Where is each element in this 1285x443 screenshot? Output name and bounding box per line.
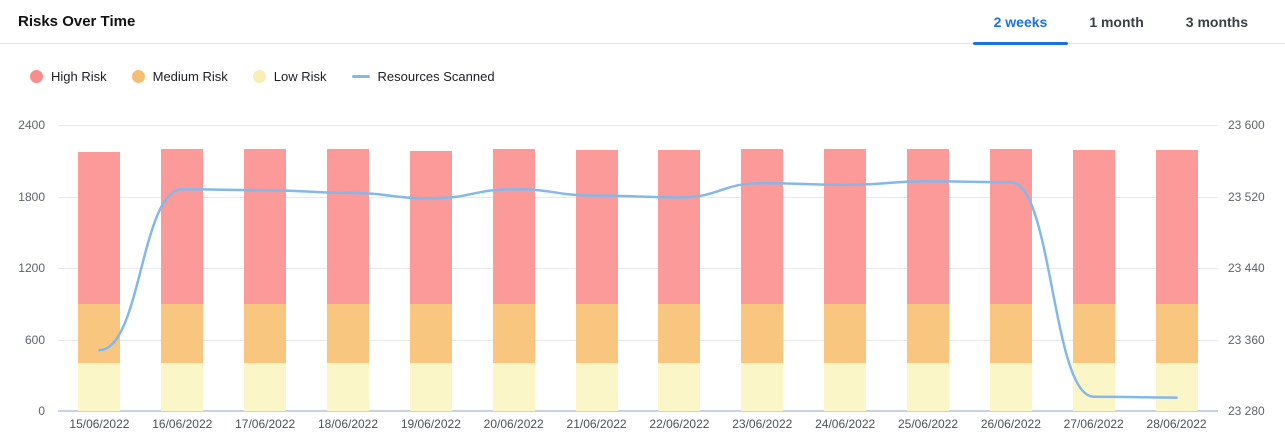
x-axis-label: 21/06/2022 [566, 417, 627, 431]
axis-baseline [58, 410, 1218, 412]
x-axis-label: 26/06/2022 [980, 417, 1041, 431]
legend-label: Medium Risk [152, 68, 228, 84]
bar-segment-high-risk[interactable] [907, 148, 949, 304]
chart-legend: High Risk Medium Risk Low Risk Resources… [30, 68, 495, 84]
x-axis-label: 27/06/2022 [1063, 417, 1124, 431]
bar-segment-low-risk[interactable] [1072, 363, 1115, 411]
bar-segment-low-risk[interactable] [409, 363, 452, 411]
right-axis-tick-label: 23 360 [1228, 332, 1265, 347]
bar-segment-low-risk[interactable] [907, 363, 949, 411]
bar-segment-low-risk[interactable] [575, 363, 618, 411]
bar-segment-medium-risk[interactable] [78, 303, 121, 364]
time-range-tabs: 2 weeks 1 month 3 months [972, 0, 1269, 45]
bar-segment-low-risk[interactable] [1155, 363, 1198, 411]
x-axis-label: 25/06/2022 [897, 417, 959, 431]
x-axis-label: 24/06/2022 [815, 417, 876, 431]
resources-scanned-line-icon [351, 74, 370, 78]
bar-segment-low-risk[interactable] [78, 363, 121, 411]
bar-segment-low-risk[interactable] [327, 363, 369, 411]
bar-segment-high-risk[interactable] [409, 150, 452, 304]
bar-segment-medium-risk[interactable] [989, 303, 1032, 364]
x-axis-label: 22/06/2022 [649, 417, 710, 431]
right-axis-tick-label: 23 520 [1228, 189, 1265, 204]
high-risk-dot-icon [30, 69, 43, 83]
low-risk-dot-icon [252, 69, 266, 83]
bar-segment-medium-risk[interactable] [161, 303, 204, 364]
bar-segment-high-risk[interactable] [244, 149, 287, 304]
x-axis-label: 28/06/2022 [1146, 417, 1207, 431]
x-axis-label: 18/06/2022 [317, 417, 379, 431]
left-axis-tick-label: 0 [38, 404, 45, 418]
bar-segment-high-risk[interactable] [1155, 150, 1198, 304]
left-axis-tick-label: 2400 [18, 118, 45, 132]
bar-segment-low-risk[interactable] [244, 363, 287, 411]
bar-segment-low-risk[interactable] [492, 363, 535, 411]
bar-segment-high-risk[interactable] [658, 150, 701, 304]
bar-segment-high-risk[interactable] [1072, 150, 1115, 304]
bar-segment-high-risk[interactable] [327, 149, 369, 304]
bar-segment-high-risk[interactable] [824, 148, 867, 304]
panel-header: Risks Over Time 2 weeks 1 month 3 months [0, 0, 1285, 45]
bar-segment-medium-risk[interactable] [1155, 303, 1198, 364]
bar-segment-medium-risk[interactable] [492, 303, 535, 364]
x-axis: 15/06/2022 16/06/2022 17/06/2022 18/06/2022… [58, 417, 1218, 433]
legend-label: High Risk [51, 68, 107, 84]
legend-label: Resources Scanned [377, 68, 495, 84]
legend-item-resources-scanned[interactable]: Resources Scanned [351, 68, 495, 84]
x-axis-label: 23/06/2022 [732, 417, 793, 431]
bar-segment-medium-risk[interactable] [824, 303, 867, 364]
bar-segment-low-risk[interactable] [989, 363, 1032, 411]
right-axis-tick-label: 23 280 [1228, 404, 1265, 418]
bar-segment-low-risk[interactable] [658, 363, 701, 411]
bar-segment-medium-risk[interactable] [741, 303, 784, 364]
bar-segment-high-risk[interactable] [741, 148, 784, 304]
bar-segment-high-risk[interactable] [161, 148, 204, 304]
legend-item-high-risk[interactable]: High Risk [30, 68, 107, 84]
x-axis-label: 15/06/2022 [69, 417, 130, 431]
tab-1-month[interactable]: 1 month [1068, 0, 1164, 44]
bar-segment-medium-risk[interactable] [327, 303, 369, 364]
page-title: Risks Over Time [18, 13, 136, 30]
left-axis-tick-label: 600 [24, 332, 45, 347]
left-axis-tick-label: 1800 [18, 189, 45, 204]
x-axis-label: 19/06/2022 [400, 417, 461, 431]
bar-segment-low-risk[interactable] [161, 363, 204, 411]
bar-segment-high-risk[interactable] [989, 149, 1032, 304]
legend-item-medium-risk[interactable]: Medium Risk [131, 68, 228, 84]
legend-item-low-risk[interactable]: Low Risk [252, 68, 327, 84]
bar-segment-medium-risk[interactable] [244, 303, 287, 364]
bar-segment-medium-risk[interactable] [1072, 303, 1115, 364]
right-axis-tick-label: 23 600 [1228, 118, 1265, 132]
tab-3-months[interactable]: 3 months [1165, 0, 1269, 44]
x-axis-label: 20/06/2022 [483, 417, 544, 431]
bar-segment-low-risk[interactable] [741, 363, 784, 411]
tab-2-weeks[interactable]: 2 weeks [972, 0, 1069, 45]
bar-segment-medium-risk[interactable] [575, 303, 618, 364]
bar-segment-high-risk[interactable] [78, 152, 121, 304]
bar-segment-low-risk[interactable] [824, 363, 867, 411]
x-axis-label: 17/06/2022 [235, 417, 296, 431]
right-y-axis: 23 600 23 520 23 440 23 360 23 280 [1228, 118, 1285, 418]
left-y-axis: 2400 1800 1200 600 0 [0, 118, 45, 418]
right-axis-tick-label: 23 440 [1228, 261, 1265, 275]
gridline [58, 125, 1218, 126]
bar-segment-medium-risk[interactable] [658, 303, 701, 364]
bar-segment-high-risk[interactable] [492, 148, 535, 304]
medium-risk-dot-icon [131, 69, 145, 83]
left-axis-tick-label: 1200 [18, 261, 45, 275]
plot-area [58, 125, 1218, 412]
x-axis-label: 16/06/2022 [152, 417, 213, 431]
bar-segment-medium-risk[interactable] [409, 303, 452, 364]
bar-segment-high-risk[interactable] [575, 150, 618, 304]
bars-layer [58, 125, 1218, 411]
bar-segment-medium-risk[interactable] [907, 303, 949, 364]
legend-label: Low Risk [273, 68, 327, 84]
